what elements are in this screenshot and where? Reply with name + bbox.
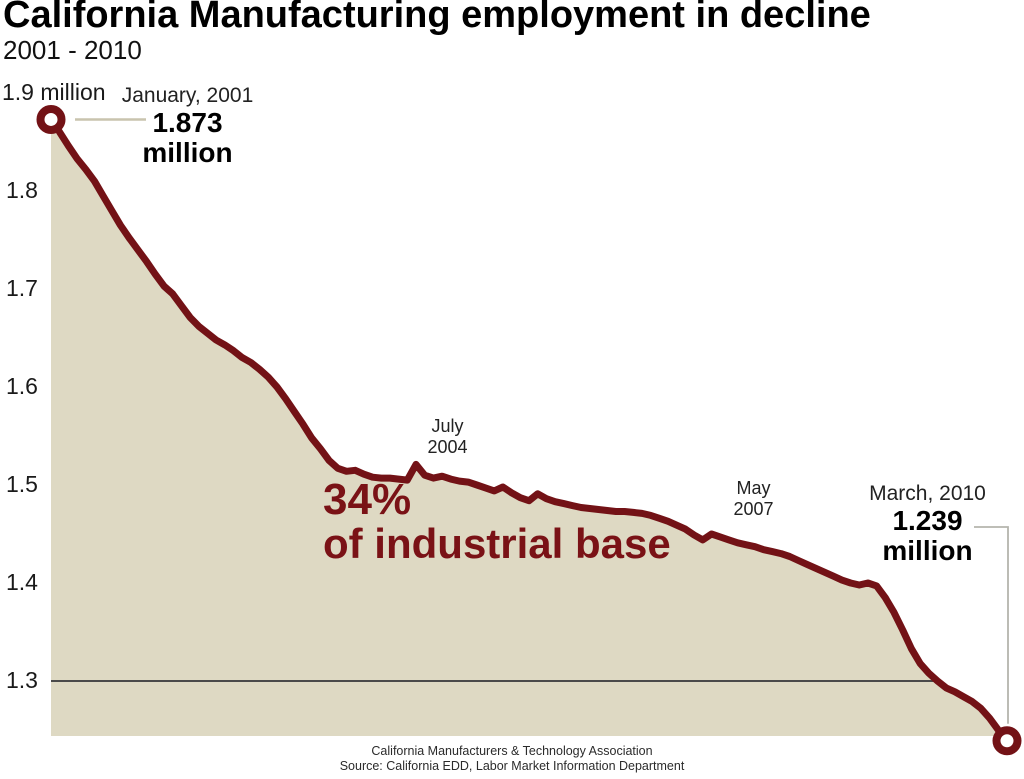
y-axis-tick-1.6: 1.6 bbox=[6, 373, 38, 399]
chart-subtitle: 2001 - 2010 bbox=[3, 35, 142, 65]
callout-34-percent-line1: 34% bbox=[323, 475, 412, 524]
annotation-march-2010: March, 2010 1.239 million bbox=[845, 482, 1010, 565]
y-axis-tick-1.4: 1.4 bbox=[6, 569, 38, 595]
annotation-january-2001-date: January, 2001 bbox=[121, 84, 254, 107]
annotation-january-2001-unit: million bbox=[142, 136, 233, 168]
annotation-may-2007-line1: May bbox=[736, 478, 771, 498]
end-point-marker bbox=[992, 726, 1022, 756]
annotation-july-2004-line1: July bbox=[431, 416, 464, 436]
footer-association: California Manufacturers & Technology As… bbox=[371, 744, 653, 758]
footer-source: Source: California EDD, Labor Market Inf… bbox=[339, 758, 685, 773]
annotation-march-2010-value: 1.239 bbox=[892, 505, 963, 537]
annotation-january-2001: January, 2001 1.873 million bbox=[100, 84, 275, 167]
employment-trend-line bbox=[47, 116, 1011, 745]
start-point-marker bbox=[36, 104, 66, 134]
annotation-may-2007: May 2007 bbox=[706, 478, 801, 520]
y-axis-tick-1.7: 1.7 bbox=[6, 275, 38, 301]
y-axis-tick-1.3: 1.3 bbox=[6, 667, 38, 693]
y-axis-tick-1.8: 1.8 bbox=[6, 177, 38, 203]
annotation-march-2010-date: March, 2010 bbox=[869, 482, 986, 505]
annotation-january-2001-value: 1.873 bbox=[152, 107, 223, 139]
annotation-may-2007-line2: 2007 bbox=[733, 499, 774, 520]
y-axis-tick-1.9: 1.9 million bbox=[2, 79, 106, 105]
annotation-july-2004-line2: 2004 bbox=[427, 437, 468, 458]
area-fill bbox=[51, 119, 1007, 741]
chart-title: California Manufacturing employment in d… bbox=[3, 0, 871, 36]
callout-34-percent-line2: of industrial base bbox=[323, 520, 671, 567]
callout-34-percent: 34% of industrial base bbox=[323, 478, 671, 566]
annotation-march-2010-unit: million bbox=[882, 534, 973, 566]
footer-attribution: California Manufacturers & Technology As… bbox=[0, 744, 1024, 774]
y-axis-tick-1.5: 1.5 bbox=[6, 471, 38, 497]
end-annotation-connector bbox=[974, 526, 1009, 724]
annotation-july-2004: July 2004 bbox=[400, 416, 495, 458]
